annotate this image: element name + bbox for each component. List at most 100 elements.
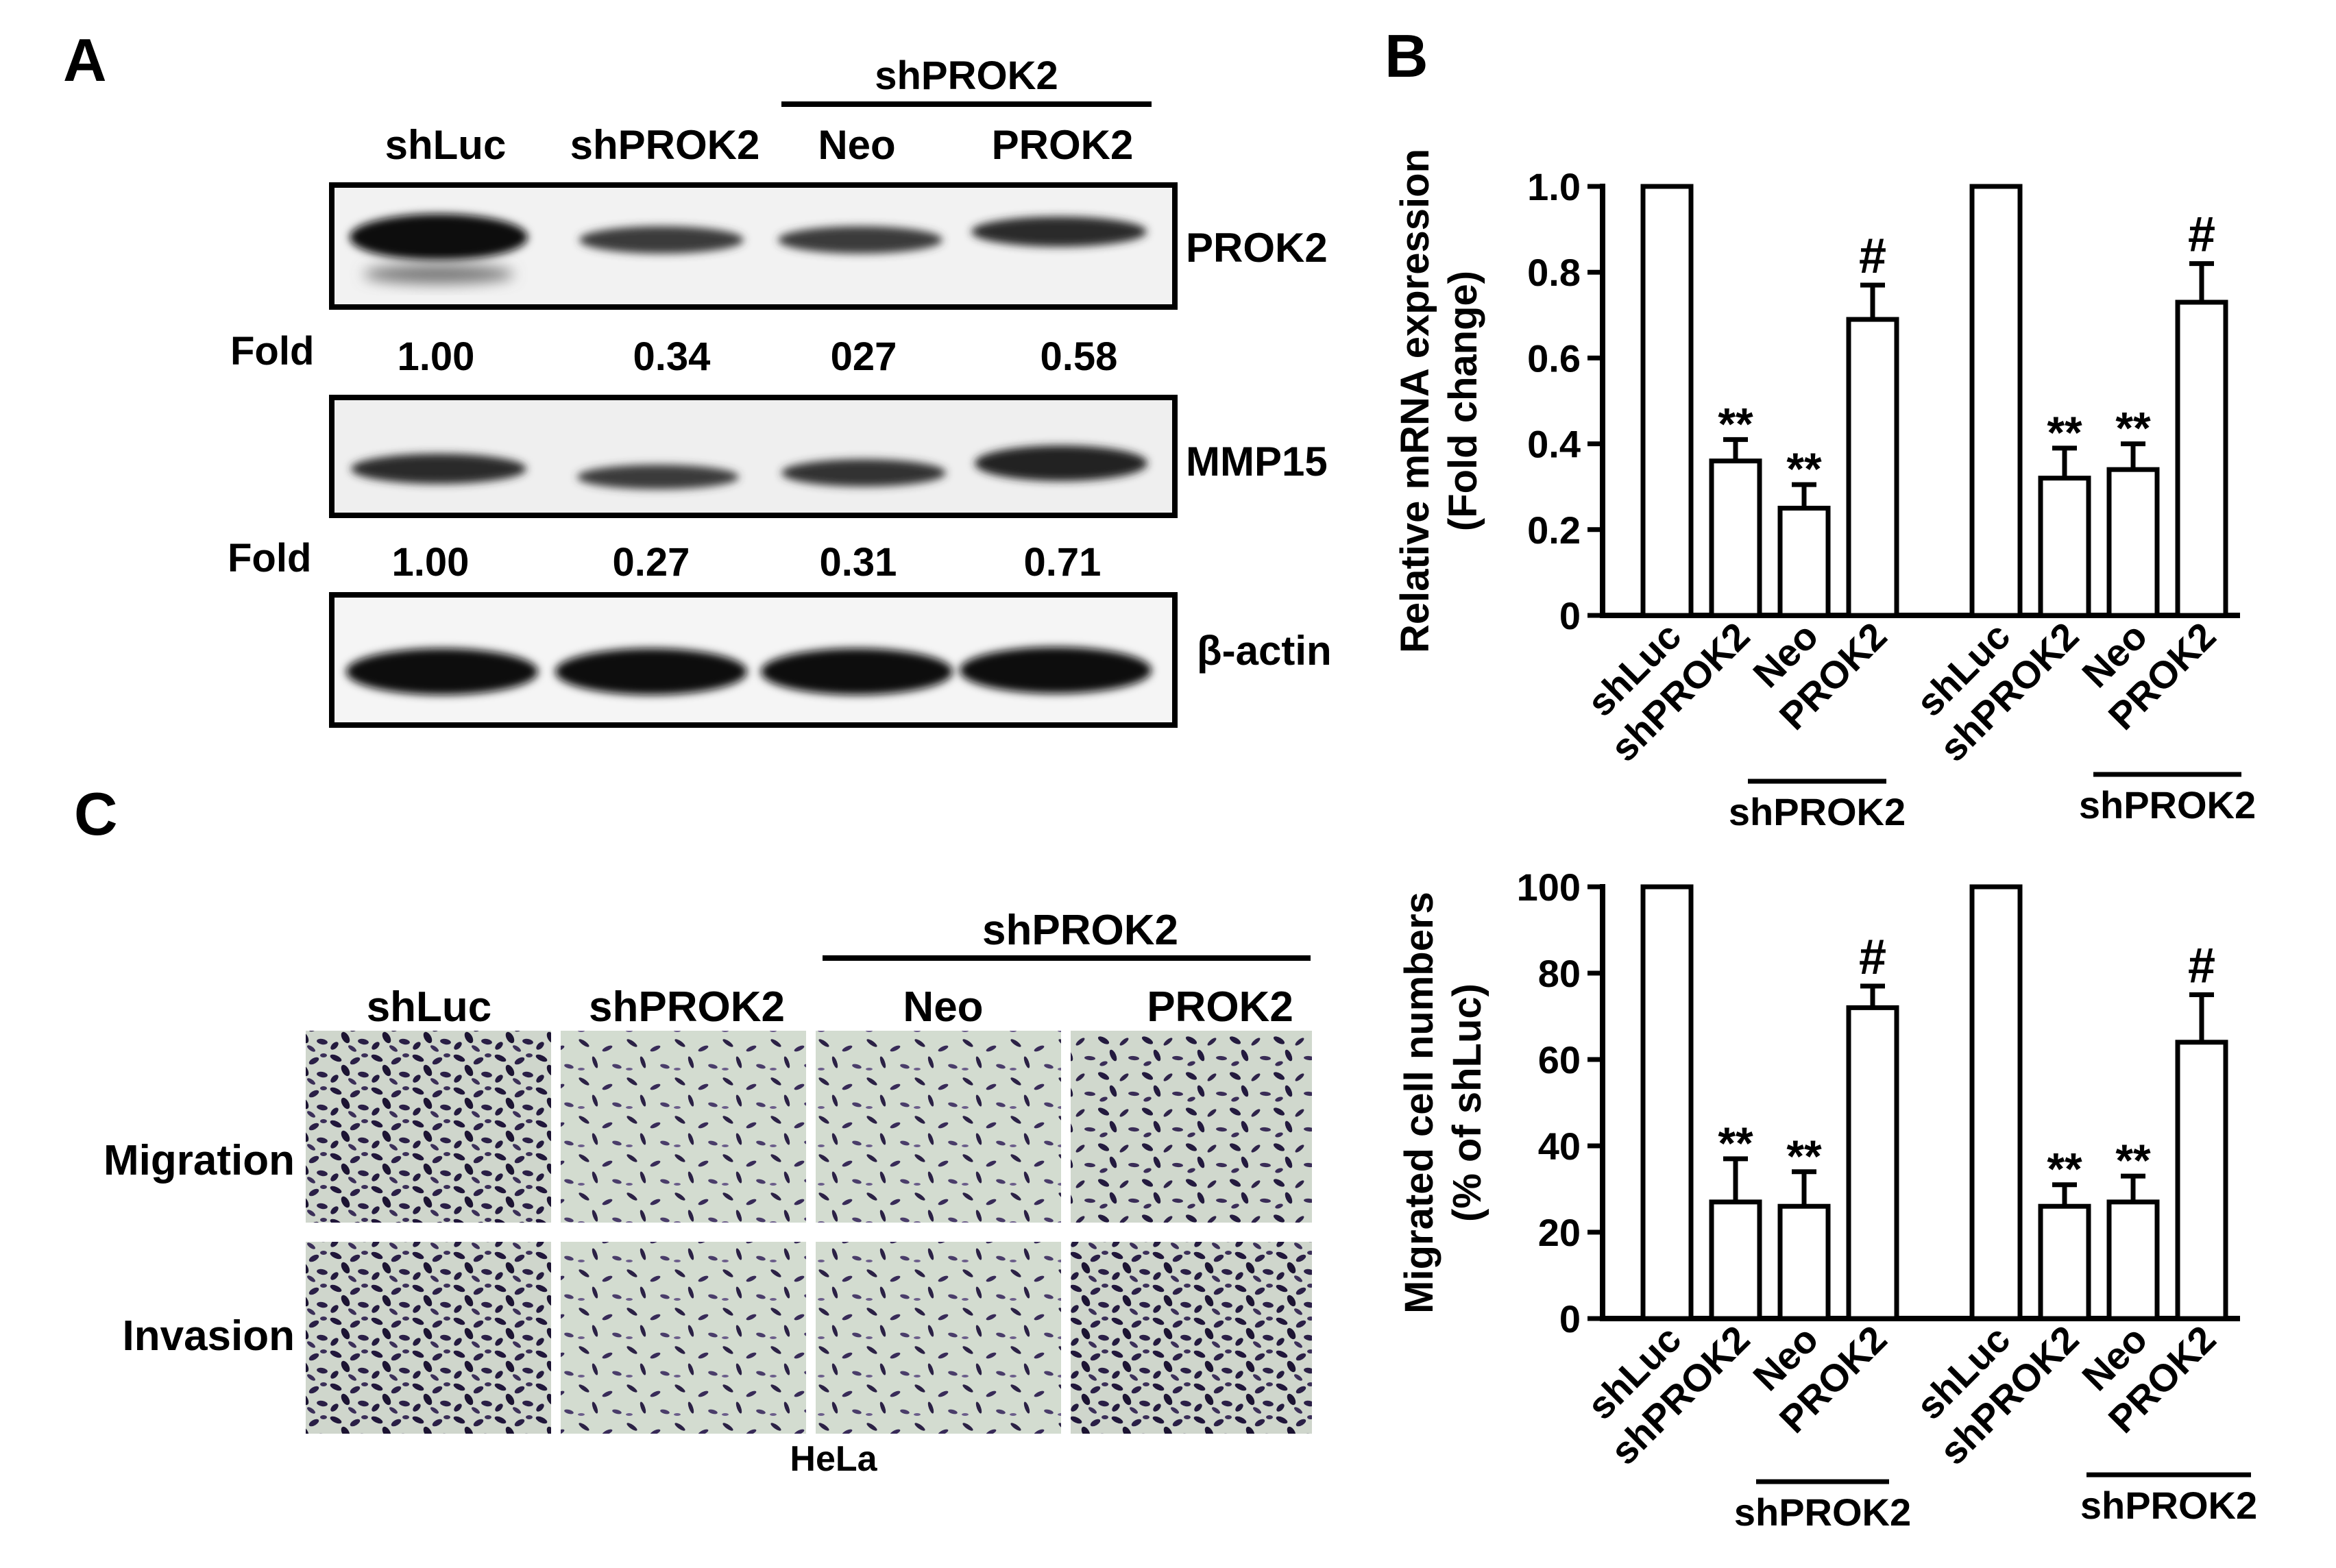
- significance-label: **: [1718, 1118, 1753, 1168]
- panel-a-letter: A: [63, 26, 107, 94]
- bar: [1709, 1199, 1762, 1321]
- y-tick-label: 40: [1538, 1125, 1581, 1168]
- band: [960, 647, 1152, 694]
- y-tick-label: 0.4: [1527, 423, 1581, 466]
- band: [350, 214, 528, 260]
- blot-prok2: [329, 182, 1178, 310]
- significance-label: **: [1786, 1131, 1822, 1181]
- blot-protein-label: β-actin: [1197, 628, 1332, 674]
- group-label: shPROK2: [1729, 790, 1906, 833]
- bar: [1777, 1203, 1831, 1321]
- bar: [1777, 506, 1831, 618]
- group-label: shPROK2: [1734, 1491, 1911, 1534]
- panel-c-group-label: shPROK2: [982, 907, 1178, 954]
- micrograph: [561, 1031, 806, 1223]
- significance-label: **: [2047, 407, 2082, 458]
- y-tick-label: 0: [1559, 594, 1581, 637]
- band: [975, 445, 1147, 481]
- significance-label: #: [2188, 939, 2215, 994]
- blot-protein-label: MMP15: [1186, 439, 1328, 485]
- fold-value: 0.27: [613, 540, 690, 585]
- y-tick-label: 0.2: [1527, 509, 1581, 552]
- band: [351, 454, 526, 484]
- y-tick-label: 60: [1538, 1038, 1581, 1081]
- band: [971, 217, 1147, 247]
- y-axis-label-2: (% of shLuc): [1445, 983, 1489, 1222]
- significance-label: #: [1859, 229, 1886, 284]
- panel-b-letter: B: [1385, 22, 1428, 90]
- lane-label: shLuc: [385, 122, 507, 168]
- bar: [1640, 884, 1694, 1321]
- lane-label: Neo: [818, 122, 895, 168]
- fold-value: 0.71: [1024, 540, 1102, 585]
- fold-value: 0.31: [820, 540, 897, 585]
- fold-label: Fold: [230, 329, 314, 373]
- y-tick-label: 0: [1559, 1297, 1581, 1340]
- blot-beta-actin: [329, 592, 1178, 728]
- bar: [1709, 458, 1762, 618]
- bar: [2106, 1199, 2160, 1321]
- group-label: shPROK2: [2079, 783, 2256, 826]
- lane-label: PROK2: [992, 122, 1134, 168]
- column-label: Neo: [903, 983, 983, 1031]
- panel-b: B 0 0.2 0.4 0.6 0.8 1.0 Relative mRNA expressi…: [1385, 22, 2256, 833]
- group-label: shPROK2: [2080, 1484, 2257, 1527]
- bar: [1969, 184, 2023, 618]
- y-axis-label-2: (Fold change): [1441, 271, 1485, 531]
- micrograph: [816, 1031, 1061, 1223]
- micrograph: [1071, 1031, 1312, 1223]
- band: [761, 648, 953, 695]
- y-axis-label: Migrated cell numbers: [1397, 892, 1441, 1314]
- significance-label: #: [2188, 208, 2215, 262]
- significance-label: **: [1718, 398, 1753, 449]
- band: [346, 648, 538, 695]
- band: [363, 265, 514, 284]
- fold-label: Fold: [228, 536, 311, 580]
- bar: [1640, 184, 1694, 618]
- lane-label: shPROK2: [570, 122, 760, 168]
- significance-label: #: [1859, 930, 1886, 985]
- bar: [2175, 1040, 2228, 1321]
- row-label: Invasion: [122, 1312, 295, 1360]
- bar: [2175, 299, 2228, 618]
- micrograph: [561, 1242, 806, 1434]
- band: [579, 226, 744, 254]
- y-tick-label: 0.6: [1527, 336, 1581, 380]
- fold-value: 1.00: [398, 334, 475, 379]
- y-tick-label: 80: [1538, 952, 1581, 995]
- micrograph: [1071, 1242, 1312, 1434]
- bar: [1846, 317, 1899, 618]
- panel-a-group-label: shPROK2: [875, 53, 1058, 98]
- blot-mmp15: [329, 395, 1178, 518]
- bar: [1846, 1005, 1899, 1321]
- cell-line-caption: HeLa: [790, 1439, 877, 1479]
- significance-label: **: [1786, 443, 1822, 494]
- band: [781, 459, 946, 487]
- panel-a: A shPROK2 shLuc shPROK2 Neo PROK2 PROK2 …: [63, 26, 1332, 728]
- band: [577, 465, 739, 489]
- micrograph: [306, 1031, 551, 1223]
- panel-c: C shPROK2 shLuc shPROK2 Neo PROK2 Migrat…: [74, 780, 2257, 1534]
- y-tick-label: 0.8: [1527, 251, 1581, 294]
- bar: [2038, 476, 2091, 618]
- band: [555, 648, 747, 695]
- fold-value: 1.00: [392, 540, 470, 585]
- chart-b: 0 0.2 0.4 0.6 0.8 1.0 Relative mRNA expression…: [1393, 149, 2256, 833]
- significance-label: **: [2115, 403, 2151, 454]
- column-label: shLuc: [367, 983, 492, 1031]
- fold-value: 0.58: [1041, 334, 1118, 379]
- band: [778, 226, 942, 254]
- y-tick-label: 1.0: [1527, 165, 1581, 208]
- row-label: Migration: [104, 1137, 295, 1184]
- fold-value: 0.34: [633, 334, 711, 379]
- significance-label: **: [2115, 1135, 2151, 1186]
- bar: [1969, 884, 2023, 1321]
- fold-value: 027: [831, 334, 897, 379]
- y-tick-label: 20: [1538, 1211, 1581, 1254]
- micrograph: [306, 1242, 551, 1434]
- y-tick-label: 100: [1517, 866, 1581, 909]
- blot-protein-label: PROK2: [1186, 225, 1328, 271]
- bar: [2038, 1203, 2091, 1321]
- column-label: shPROK2: [589, 983, 785, 1031]
